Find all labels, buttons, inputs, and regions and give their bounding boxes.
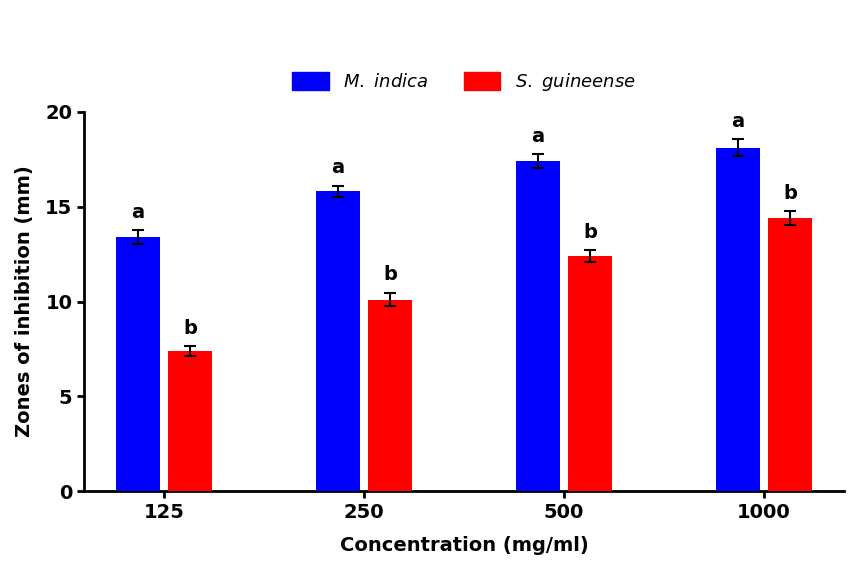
- Bar: [168, 351, 212, 491]
- Text: a: a: [532, 127, 545, 146]
- Text: b: b: [383, 266, 397, 284]
- Y-axis label: Zones of inhibition (mm): Zones of inhibition (mm): [15, 166, 34, 437]
- Bar: [369, 300, 412, 491]
- Legend: $\it{M.\ indica}$, $\it{S.\ guineense}$: $\it{M.\ indica}$, $\it{S.\ guineense}$: [285, 64, 643, 100]
- Text: a: a: [131, 203, 144, 222]
- Bar: [768, 218, 812, 491]
- Bar: [716, 148, 760, 491]
- Text: b: b: [183, 319, 197, 337]
- Text: b: b: [783, 184, 797, 203]
- Bar: [516, 161, 560, 491]
- Text: a: a: [332, 158, 344, 177]
- Bar: [116, 237, 160, 491]
- Text: a: a: [732, 112, 745, 131]
- Bar: [568, 256, 612, 491]
- Text: b: b: [583, 223, 597, 242]
- X-axis label: Concentration (mg/ml): Concentration (mg/ml): [339, 536, 588, 555]
- Bar: [316, 192, 360, 491]
